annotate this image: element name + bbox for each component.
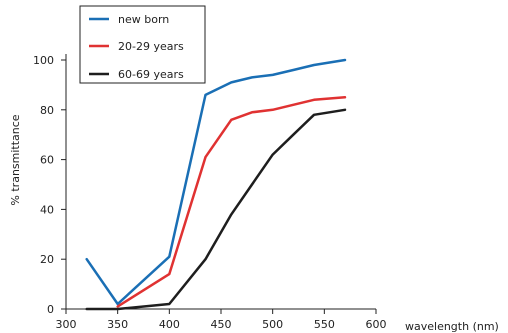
- y-tick-label-60: 60: [40, 154, 54, 167]
- y-tick-label-20: 20: [40, 253, 54, 266]
- y-tick-label-40: 40: [40, 203, 54, 216]
- y-axis-title: % transmittance: [9, 114, 22, 205]
- axes: 300 350 400 450 500 550 600 0 20 40 60 80 100: [33, 54, 387, 331]
- legend-label-series-2: 20-29 years: [118, 40, 184, 53]
- x-tick-label-350: 350: [107, 318, 128, 331]
- y-tick-label-80: 80: [40, 104, 54, 117]
- legend-label-series-1: new born: [118, 13, 169, 26]
- y-tick-label-100: 100: [33, 54, 54, 67]
- series-line-3: [85, 108, 347, 311]
- series-line-2: [116, 96, 347, 308]
- x-tick-label-600: 600: [366, 318, 387, 331]
- series-line-1: [85, 58, 347, 306]
- legend-label-series-3: 60-69 years: [118, 68, 184, 81]
- x-tick-label-550: 550: [314, 318, 335, 331]
- x-tick-label-450: 450: [211, 318, 232, 331]
- x-tick-label-500: 500: [262, 318, 283, 331]
- x-tick-label-300: 300: [56, 318, 77, 331]
- x-axis-title: wavelength (nm): [405, 320, 499, 333]
- x-tick-label-400: 400: [159, 318, 180, 331]
- y-tick-label-0: 0: [47, 303, 54, 316]
- legend: new born 20-29 years 60-69 years: [79, 5, 206, 84]
- series-lines: [85, 58, 347, 311]
